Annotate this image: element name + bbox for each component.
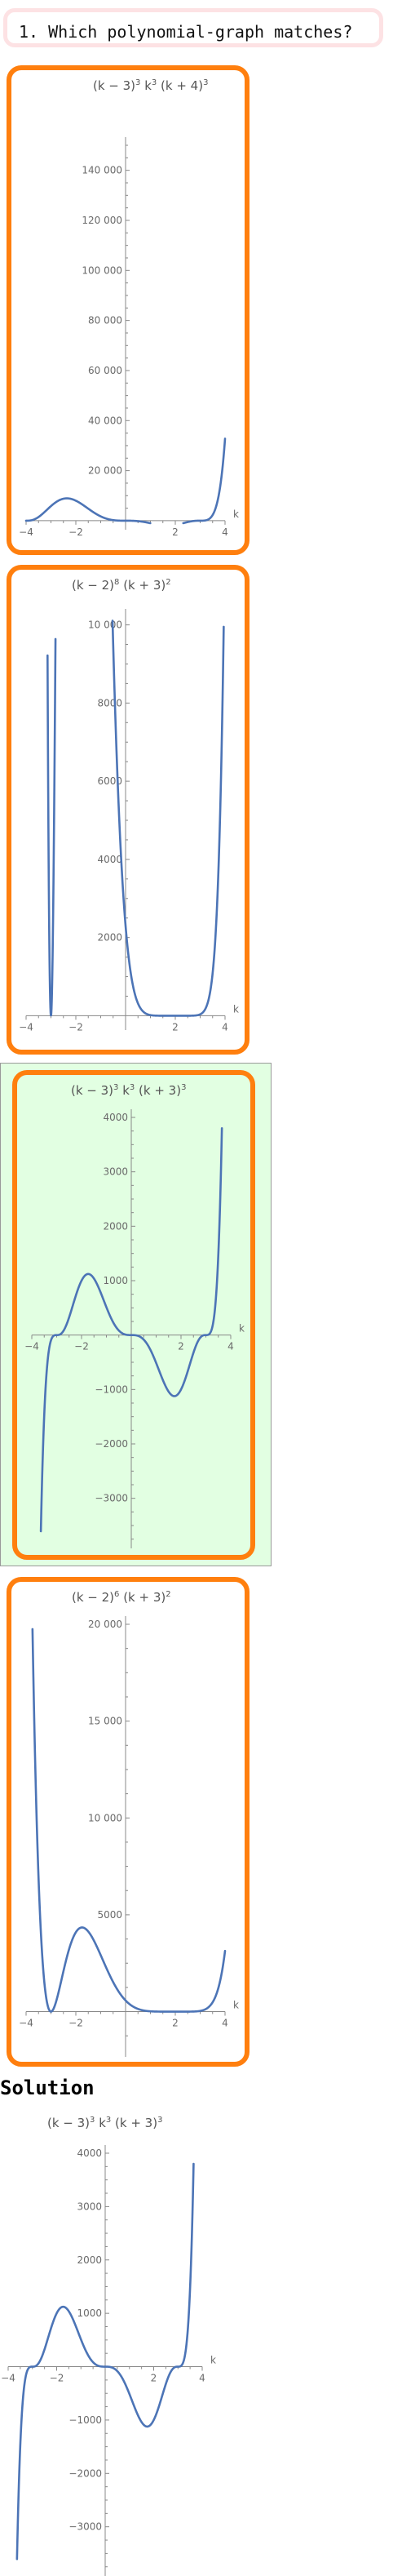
- solution-chart: (k − 3)3 k3 (k + 3)3 −4 −2 2 4k −3000 −2000 −10…: [1, 2116, 216, 2576]
- y-tick-label: −3000: [95, 1493, 128, 1504]
- x-tick-label: −2: [74, 1341, 89, 1352]
- x-tick-label: 2: [172, 526, 179, 538]
- y-tick-label: 6000: [97, 775, 122, 787]
- y-tick-label: 120 000: [82, 215, 122, 226]
- series-line: [15, 2162, 195, 2560]
- y-tick-label: 15 000: [88, 1716, 122, 1727]
- x-tick-label: 2: [151, 2373, 157, 2384]
- y-tick-label: 3000: [77, 2201, 102, 2212]
- option-c-wrapper: (k − 3)3 k3 (k + 3)3 −4 −2 2 4 k −3000 −2000 −10…: [0, 1063, 272, 1566]
- chart-title: (k − 3)3 k3 (k + 3)3: [47, 2116, 162, 2130]
- x-tick-label: −2: [68, 2018, 83, 2029]
- series-line: [46, 620, 225, 1017]
- x-tick-label: −4: [24, 1341, 39, 1352]
- y-tick-label: 140 000: [82, 165, 122, 176]
- y-tick-label: 10 000: [88, 620, 122, 631]
- y-tick-label: −2000: [95, 1438, 128, 1450]
- option-d-chart: (k − 2)6 (k + 3)2 −4 −2 2 4k 5000 10 000 15 000…: [19, 1590, 239, 2057]
- y-tick-label: 20 000: [88, 465, 122, 477]
- option-b-card[interactable]: (k − 2)8 (k + 3)2 −4 −2 2 4 k 2000 4000 6000 8000…: [7, 565, 249, 1055]
- option-a-card[interactable]: (k − 3)3 k3 (k + 4)3 −4 −2 2 4 k 20 000 40 000 6…: [7, 65, 249, 555]
- y-tick-label: 40 000: [88, 415, 122, 426]
- x-tick-label: −2: [50, 2373, 64, 2384]
- y-tick-label: 80 000: [88, 315, 122, 326]
- x-axis-label: k: [233, 1003, 239, 1015]
- y-tick-label: 8000: [97, 697, 122, 708]
- option-b-wrapper: (k − 2)8 (k + 3)2 −4 −2 2 4 k 2000 4000 6000 8000…: [0, 565, 272, 1055]
- x-tick-label: −4: [19, 2018, 33, 2029]
- y-tick-label: 60 000: [88, 365, 122, 376]
- x-tick-label: 2: [172, 2018, 179, 2029]
- x-tick-label: 2: [172, 1021, 179, 1033]
- option-c-card[interactable]: (k − 3)3 k3 (k + 3)3 −4 −2 2 4 k −3000 −2000 −10…: [12, 1070, 255, 1560]
- x-axis-label: k: [233, 2000, 239, 2011]
- y-tick-label: 1000: [77, 2307, 102, 2319]
- y-tick-label: 2000: [97, 932, 122, 944]
- series-line: [31, 1628, 227, 2013]
- y-tick-label: 4000: [77, 2147, 102, 2159]
- x-tick-label: −2: [68, 1021, 83, 1033]
- y-tick-label: 1000: [103, 1275, 128, 1286]
- option-d-wrapper: (k − 2)6 (k + 3)2 −4 −2 2 4 k 5000 10 000 15 000…: [0, 1577, 272, 2067]
- y-tick-label: 4000: [97, 854, 122, 865]
- x-tick-label: 4: [227, 1341, 234, 1352]
- y-tick-label: 2000: [103, 1220, 128, 1232]
- question-text: 1. Which polynomial-graph matches?: [19, 22, 353, 42]
- y-tick-label: 100 000: [82, 264, 122, 276]
- x-tick-label: 4: [199, 2373, 205, 2384]
- chart-title: (k − 3)3 k3 (k + 4)3: [93, 78, 208, 93]
- option-d-card[interactable]: (k − 2)6 (k + 3)2 −4 −2 2 4 k 5000 10 000 15 000…: [7, 1577, 249, 2067]
- x-axis-label: k: [239, 1323, 245, 1335]
- y-tick-label: 5000: [97, 1909, 122, 1921]
- x-tick-label: −4: [19, 1021, 33, 1033]
- x-tick-label: −4: [19, 526, 33, 538]
- x-tick-label: 4: [222, 526, 228, 538]
- y-tick-label: −3000: [68, 2521, 102, 2533]
- y-tick-label: −2000: [68, 2467, 102, 2479]
- x-tick-label: −2: [68, 526, 83, 538]
- x-axis-label: k: [210, 2355, 216, 2366]
- y-tick-label: 10 000: [88, 1812, 122, 1823]
- y-tick-label: 2000: [77, 2254, 102, 2266]
- solution-heading: Solution: [0, 2076, 95, 2099]
- option-b-chart: (k − 2)8 (k + 3)2 −4 −2 2 4k 2000 4000 6000 8000…: [19, 578, 239, 1033]
- y-tick-label: 20 000: [88, 1619, 122, 1630]
- y-tick-label: −1000: [95, 1383, 128, 1395]
- y-tick-label: −1000: [68, 2414, 102, 2426]
- x-tick-label: 4: [222, 2018, 228, 2029]
- solution-plot: (k − 3)3 k3 (k + 3)3 −4 −2 2 4 k −3000 −2000 −10…: [0, 2111, 245, 2576]
- option-a-wrapper: (k − 3)3 k3 (k + 4)3 −4 −2 2 4 k 20 000 40 000 6…: [0, 65, 272, 555]
- x-tick-label: −4: [1, 2373, 15, 2384]
- x-axis-label: k: [233, 509, 239, 520]
- chart-title: (k − 3)3 k3 (k + 3)3: [71, 1083, 186, 1098]
- question-box: 1. Which polynomial-graph matches?: [3, 8, 383, 47]
- option-c-chart: (k − 3)3 k3 (k + 3)3 −4 −2 2 4k −3000 −2000 −10…: [24, 1083, 245, 1548]
- y-tick-label: 3000: [103, 1166, 128, 1178]
- x-tick-label: 4: [222, 1021, 228, 1033]
- option-a-chart: (k − 3)3 k3 (k + 4)3 −4 −2 2 4k 20 000 40 000 6…: [19, 78, 239, 538]
- series-line: [39, 1127, 223, 1533]
- y-tick-label: 4000: [103, 1112, 128, 1123]
- series-line: [24, 437, 227, 525]
- chart-title: (k − 2)8 (k + 3)2: [72, 578, 171, 593]
- x-tick-label: 2: [178, 1341, 184, 1352]
- chart-title: (k − 2)6 (k + 3)2: [72, 1590, 171, 1605]
